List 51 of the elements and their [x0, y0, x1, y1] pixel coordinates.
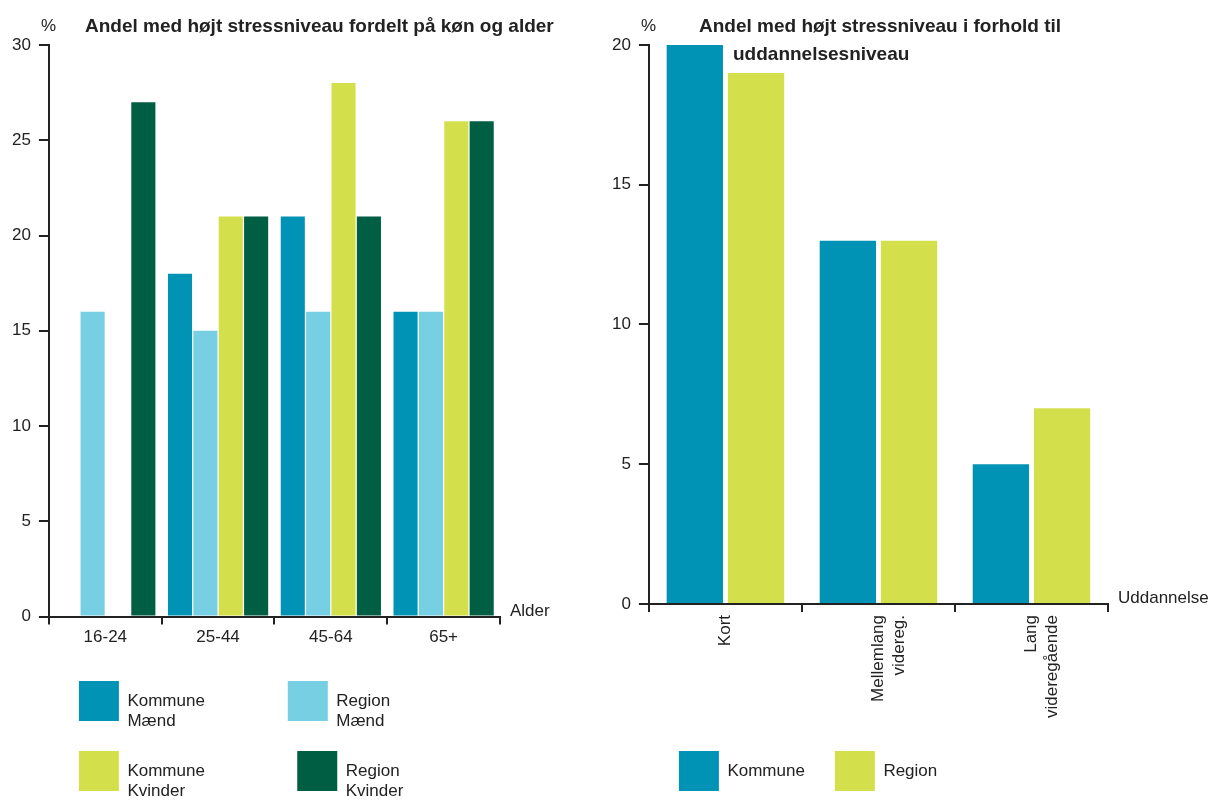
- x-tick-label: 25-44: [196, 627, 240, 647]
- bar: [167, 273, 193, 616]
- x-tick-label: 16-24: [83, 627, 128, 647]
- y-axis-title: %: [640, 16, 657, 36]
- bar: [393, 311, 418, 616]
- x-tick-label: Mellemlang videreg.: [868, 614, 908, 702]
- y-tick-label: 30: [11, 34, 31, 54]
- x-tick-label: 65+: [429, 627, 459, 647]
- bar: [819, 240, 877, 603]
- y-tick-label: 0: [621, 593, 631, 613]
- bar: [244, 216, 269, 616]
- legend-label: Region Kvinder: [345, 760, 404, 801]
- x-tick-label: 45-64: [309, 627, 353, 647]
- bar: [727, 72, 785, 603]
- bar: [444, 121, 469, 616]
- legend-label: Kommune Mænd: [127, 690, 205, 731]
- bar: [131, 102, 156, 616]
- x-axis-title: Alder: [510, 600, 550, 621]
- bar: [418, 311, 443, 616]
- legend-label: Kommune Kvinder: [127, 760, 205, 801]
- bar: [469, 121, 494, 616]
- y-tick-label: 25: [11, 129, 31, 149]
- y-tick-label: 5: [621, 453, 631, 473]
- y-axis-title: %: [40, 16, 57, 36]
- x-tick-label: Lang videregående: [1021, 614, 1061, 718]
- x-axis-title: Uddannelse: [1118, 587, 1209, 608]
- y-tick-label: 5: [21, 511, 31, 531]
- bar: [356, 216, 381, 616]
- y-tick-label: 10: [611, 314, 631, 334]
- legend-label: Region: [883, 760, 938, 780]
- bar: [280, 216, 305, 616]
- x-tick-label: Kort: [715, 614, 735, 647]
- legend-label: Region Mænd: [336, 690, 391, 731]
- y-tick-label: 20: [11, 225, 31, 245]
- y-tick-label: 0: [21, 606, 31, 626]
- bar: [972, 464, 1030, 603]
- bar: [1033, 408, 1091, 603]
- bar: [666, 45, 723, 603]
- y-tick-label: 10: [11, 415, 31, 435]
- bar: [80, 311, 105, 616]
- bar: [880, 240, 938, 603]
- bar: [331, 83, 356, 616]
- chart-title: Andel med højt stressniveau fordelt på køn og alder: [85, 14, 555, 38]
- bar: [193, 330, 218, 616]
- bar: [218, 216, 243, 616]
- y-tick-label: 15: [11, 320, 31, 340]
- bar: [306, 311, 331, 616]
- y-tick-label: 15: [611, 174, 631, 194]
- legend-label: Kommune: [727, 760, 805, 780]
- chart-title: Andel med højt stressniveau i forhold til uddannelsesniveau: [699, 14, 1063, 66]
- y-tick-label: 20: [611, 34, 631, 54]
